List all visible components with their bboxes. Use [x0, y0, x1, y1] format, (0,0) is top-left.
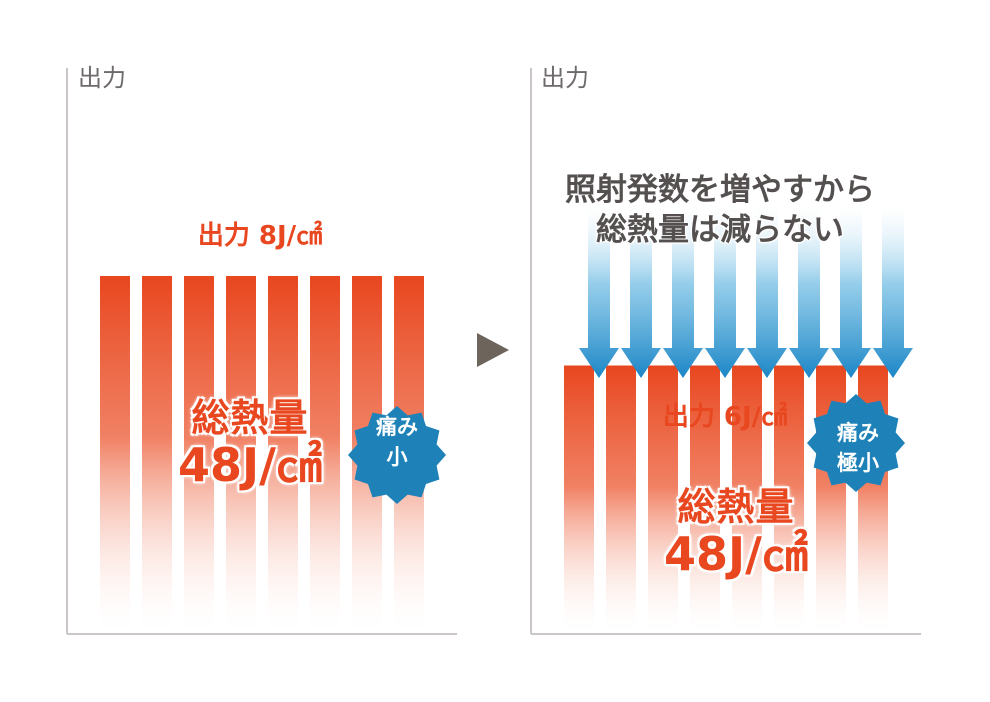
pulse-bar	[774, 365, 804, 634]
message-line1: 照射発数を増やすから	[565, 172, 875, 208]
total-heat-title-left: 総熱量	[191, 396, 309, 440]
pulse-bar	[310, 276, 340, 634]
pulse-bar	[268, 276, 298, 634]
total-heat-value-left: 48J/㎠	[178, 437, 322, 492]
pain-badge-icon	[348, 406, 446, 504]
pulse-bar	[648, 365, 678, 634]
pain-badge-left-line1: 痛み	[376, 415, 418, 439]
pain-badge-icon	[807, 394, 905, 492]
pulse-bar	[690, 365, 720, 634]
pain-badge-left-text: 痛み 小	[352, 412, 442, 472]
pulse-bar	[142, 276, 172, 634]
pulse-bar	[184, 276, 214, 634]
message-line2: 総熱量は減らない	[596, 212, 844, 248]
pain-badge-left-line2: 小	[386, 445, 408, 469]
down-arrow-icon	[705, 205, 745, 378]
pain-badge-right-line2: 極小	[837, 451, 879, 475]
total-heat-left: 総熱量 48J/㎠	[140, 396, 360, 492]
pain-badge-right-line1: 痛み	[837, 421, 879, 445]
total-heat-value-right: 48J/㎠	[664, 526, 808, 581]
total-heat-title-right: 総熱量	[677, 485, 795, 529]
panel-after	[530, 68, 921, 635]
pulse-bar	[100, 276, 130, 634]
pulse-bar	[564, 365, 594, 634]
next-triangle-icon	[477, 333, 509, 367]
pulse-bar	[606, 365, 636, 634]
down-arrow-icon	[789, 205, 829, 378]
total-heat-right: 総熱量 48J/㎠	[616, 485, 856, 581]
pain-badge-right-text: 痛み 極小	[813, 418, 903, 478]
panel-before	[66, 68, 457, 635]
down-arrow-icon	[747, 205, 787, 378]
down-arrow-icon	[831, 205, 871, 378]
y-axis-label-left: 出力	[78, 64, 126, 92]
down-arrow-icon	[873, 205, 913, 378]
output-label-right: 出力 6J/㎠	[662, 402, 788, 432]
down-arrow-icon	[579, 205, 619, 378]
output-label-left: 出力 8J/㎠	[197, 221, 323, 251]
y-axis-label-right: 出力	[541, 64, 589, 92]
message-text: 照射発数を増やすから 総熱量は減らない	[520, 170, 920, 250]
pulse-bar	[732, 365, 762, 634]
down-arrow-icon	[621, 205, 661, 378]
down-arrow-icon	[663, 205, 703, 378]
pulse-bar	[226, 276, 256, 634]
